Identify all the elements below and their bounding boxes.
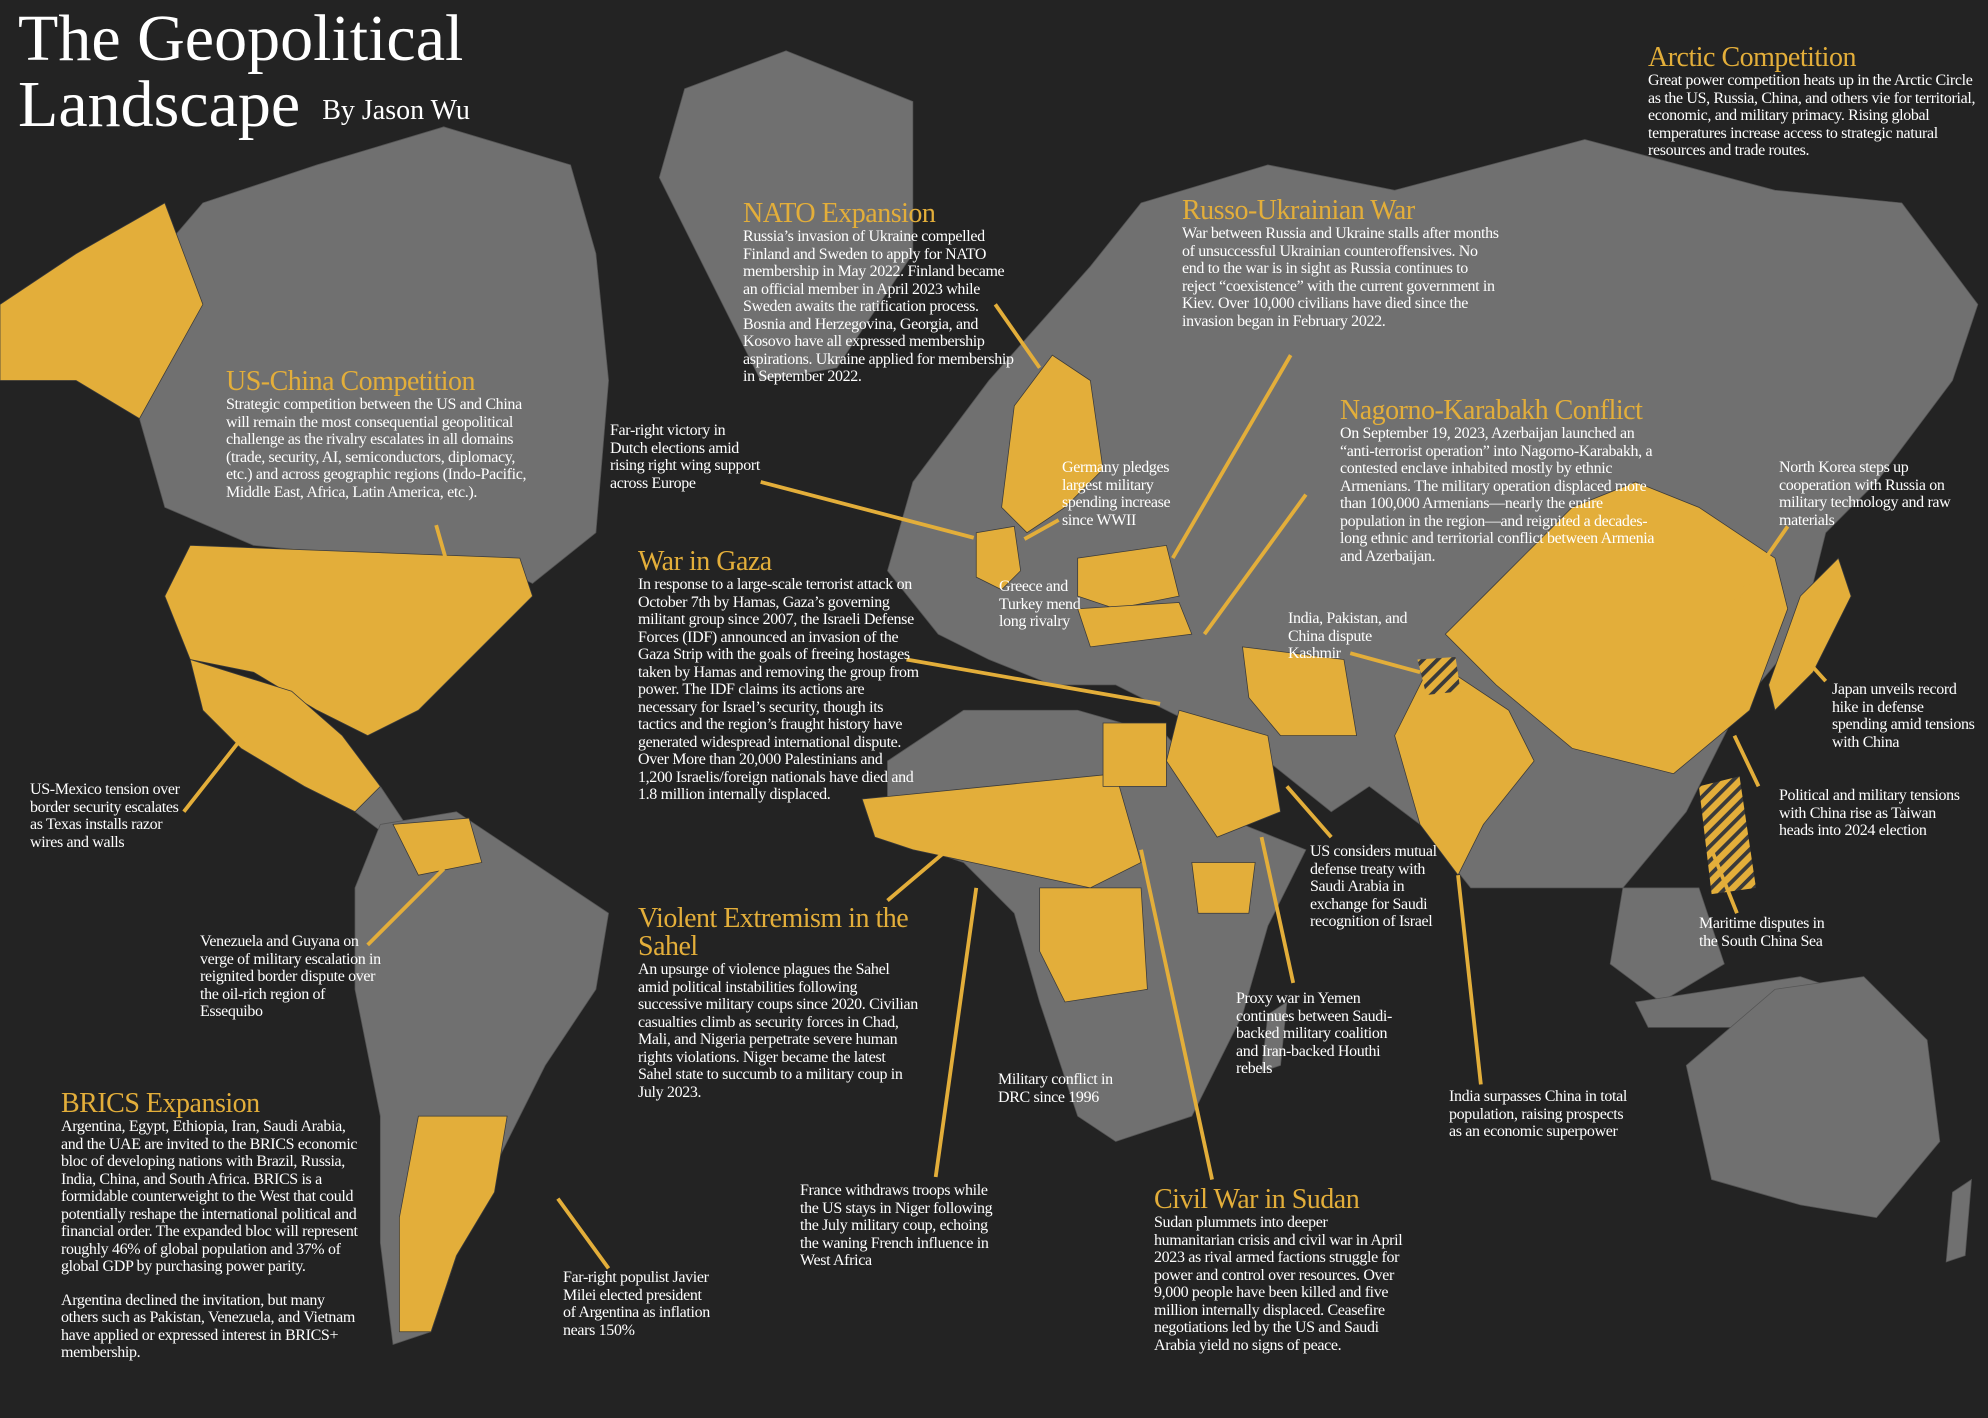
- section-body: Argentina, Egypt, Ethiopia, Iran, Saudi …: [61, 1118, 358, 1275]
- region-usa: [164, 544, 533, 737]
- note-venezuela: Venezuela and Guyana on verge of militar…: [200, 933, 381, 1020]
- leader-line-germany: [1023, 518, 1060, 541]
- section-body: Strategic competition between the US and…: [226, 396, 527, 501]
- leader-line-dutch: [760, 480, 975, 540]
- section-body: Sudan plummets into deeper humanitarian …: [1154, 1214, 1403, 1354]
- note-argentina: Far-right populist Javier Milei elected …: [563, 1269, 710, 1339]
- section-title: Arctic Competition: [1648, 42, 1856, 73]
- note-drc: Military conflict in DRC since 1996: [998, 1071, 1113, 1106]
- section-body-2: Argentina declined the invitation, but m…: [61, 1291, 355, 1362]
- region-sweden-finland: [1001, 354, 1104, 534]
- region-kashmir: [1417, 656, 1461, 696]
- region-germany: [975, 525, 1022, 591]
- leader-line-venezuela: [366, 867, 446, 947]
- note-taiwan: Political and military tensions with Chi…: [1779, 787, 1960, 839]
- region-south-china-sea: [1698, 776, 1756, 895]
- section-title: NATO Expansion: [743, 198, 936, 229]
- region-new-zealand: [1945, 1178, 1972, 1263]
- title-line-2: Landscape: [18, 68, 301, 141]
- note-north-korea: North Korea steps up cooperation with Ru…: [1779, 459, 1951, 529]
- section-brics: BRICS Expansion Argentina, Egypt, Ethiop…: [61, 1090, 361, 1378]
- region-ukraine: [1077, 544, 1180, 610]
- note-germany: Germany pledges largest military spendin…: [1062, 459, 1171, 529]
- byline: By Jason Wu: [322, 94, 470, 126]
- region-china: [1444, 481, 1789, 775]
- section-us-china: US-China Competition Strategic competiti…: [226, 368, 528, 517]
- title-line-1: The Geopolitical: [18, 2, 464, 75]
- section-russo-ukrainian-war: Russo-Ukrainian War War between Russia a…: [1182, 197, 1502, 346]
- region-ethiopia: [1191, 862, 1256, 914]
- note-saudi: US considers mutual defense treaty with …: [1310, 843, 1437, 930]
- leader-line-north-korea: [1729, 525, 1790, 610]
- note-south-china-sea: Maritime disputes in the South China Sea: [1699, 915, 1825, 950]
- region-turkey: [1077, 602, 1193, 648]
- section-title: US-China Competition: [226, 366, 476, 397]
- leader-line-saudi: [1285, 785, 1333, 839]
- section-body: An upsurge of violence plagues the Sahel…: [638, 961, 918, 1101]
- region-saudi-arabia: [1166, 709, 1281, 838]
- leader-line-us-china: [434, 524, 459, 597]
- section-title: Violent Extremism in the Sahel: [638, 903, 909, 962]
- region-greenland: [658, 50, 914, 381]
- section-body: Great power competition heats up in the …: [1648, 72, 1976, 159]
- section-body: On September 19, 2023, Azerbaijan launch…: [1340, 425, 1655, 565]
- section-title: Civil War in Sudan: [1154, 1184, 1360, 1215]
- section-body: Russia’s invasion of Ukraine compelled F…: [743, 228, 1014, 385]
- note-kashmir: India, Pakistan, and China dispute Kashm…: [1288, 610, 1408, 662]
- note-us-mexico: US-Mexico tension over border security e…: [30, 781, 180, 851]
- note-dutch: Far-right victory in Dutch elections ami…: [610, 422, 760, 492]
- leader-line-us-mexico: [182, 721, 256, 813]
- region-canada: [126, 126, 609, 584]
- section-title: Russo-Ukrainian War: [1182, 195, 1415, 226]
- section-sahel: Violent Extremism in the Sahel An upsurg…: [638, 905, 920, 1117]
- note-japan: Japan unveils record hike in defense spe…: [1832, 681, 1975, 751]
- region-egypt: [1102, 722, 1167, 787]
- note-yemen: Proxy war in Yemen continues between Sau…: [1236, 990, 1392, 1077]
- leader-line-india: [1456, 874, 1483, 1085]
- page-title: The Geopolitical Landscape By Jason Wu: [18, 6, 470, 144]
- region-drc: [1039, 887, 1148, 1003]
- leader-line-kashmir: [1349, 651, 1421, 675]
- section-nagorno-karabakh: Nagorno-Karabakh Conflict On September 1…: [1340, 397, 1660, 581]
- region-south-america: [354, 811, 609, 1345]
- leader-line-yemen: [1259, 836, 1296, 984]
- leader-line-gaza: [906, 657, 1161, 706]
- region-southeast-asia: [1609, 887, 1725, 1003]
- leader-line-sudan: [1139, 849, 1214, 1180]
- section-title: War in Gaza: [638, 546, 772, 577]
- section-sudan: Civil War in Sudan Sudan plummets into d…: [1154, 1186, 1404, 1370]
- leader-line-nagorno: [1202, 493, 1308, 636]
- section-nato: NATO Expansion Russia’s invasion of Ukra…: [743, 200, 1018, 402]
- section-arctic: Arctic Competition Great power competiti…: [1648, 44, 1978, 176]
- note-india: India surpasses China in total populatio…: [1449, 1088, 1627, 1140]
- leader-line-france: [933, 887, 979, 1178]
- region-japan: [1768, 557, 1852, 712]
- note-france: France withdraws troops while the US sta…: [800, 1182, 993, 1269]
- section-body: War between Russia and Ukraine stalls af…: [1182, 225, 1499, 330]
- region-india: [1394, 658, 1535, 876]
- leader-line-nato: [993, 303, 1042, 369]
- section-body: In response to a large-scale terrorist a…: [638, 576, 919, 803]
- leader-line-argentina: [556, 1197, 611, 1270]
- leader-line-russo: [1171, 354, 1293, 560]
- region-madagascar: [1261, 1001, 1288, 1073]
- section-title: BRICS Expansion: [61, 1088, 260, 1119]
- region-alaska: [0, 202, 204, 420]
- region-mexico: [189, 658, 381, 813]
- region-venezuela: [392, 817, 483, 876]
- leader-line-taiwan: [1732, 734, 1761, 788]
- region-argentina: [398, 1115, 508, 1333]
- section-title: Nagorno-Karabakh Conflict: [1340, 395, 1643, 426]
- section-gaza: War in Gaza In response to a large-scale…: [638, 548, 920, 820]
- region-iran: [1242, 646, 1358, 737]
- leader-line-sahel: [886, 829, 972, 902]
- leader-line-japan: [1798, 651, 1828, 683]
- region-australia: [1685, 976, 1941, 1219]
- note-greece-turkey: Greece and Turkey mend long rivalry: [999, 578, 1081, 630]
- leader-line-greece: [1097, 613, 1149, 636]
- leader-line-scs: [1709, 849, 1739, 914]
